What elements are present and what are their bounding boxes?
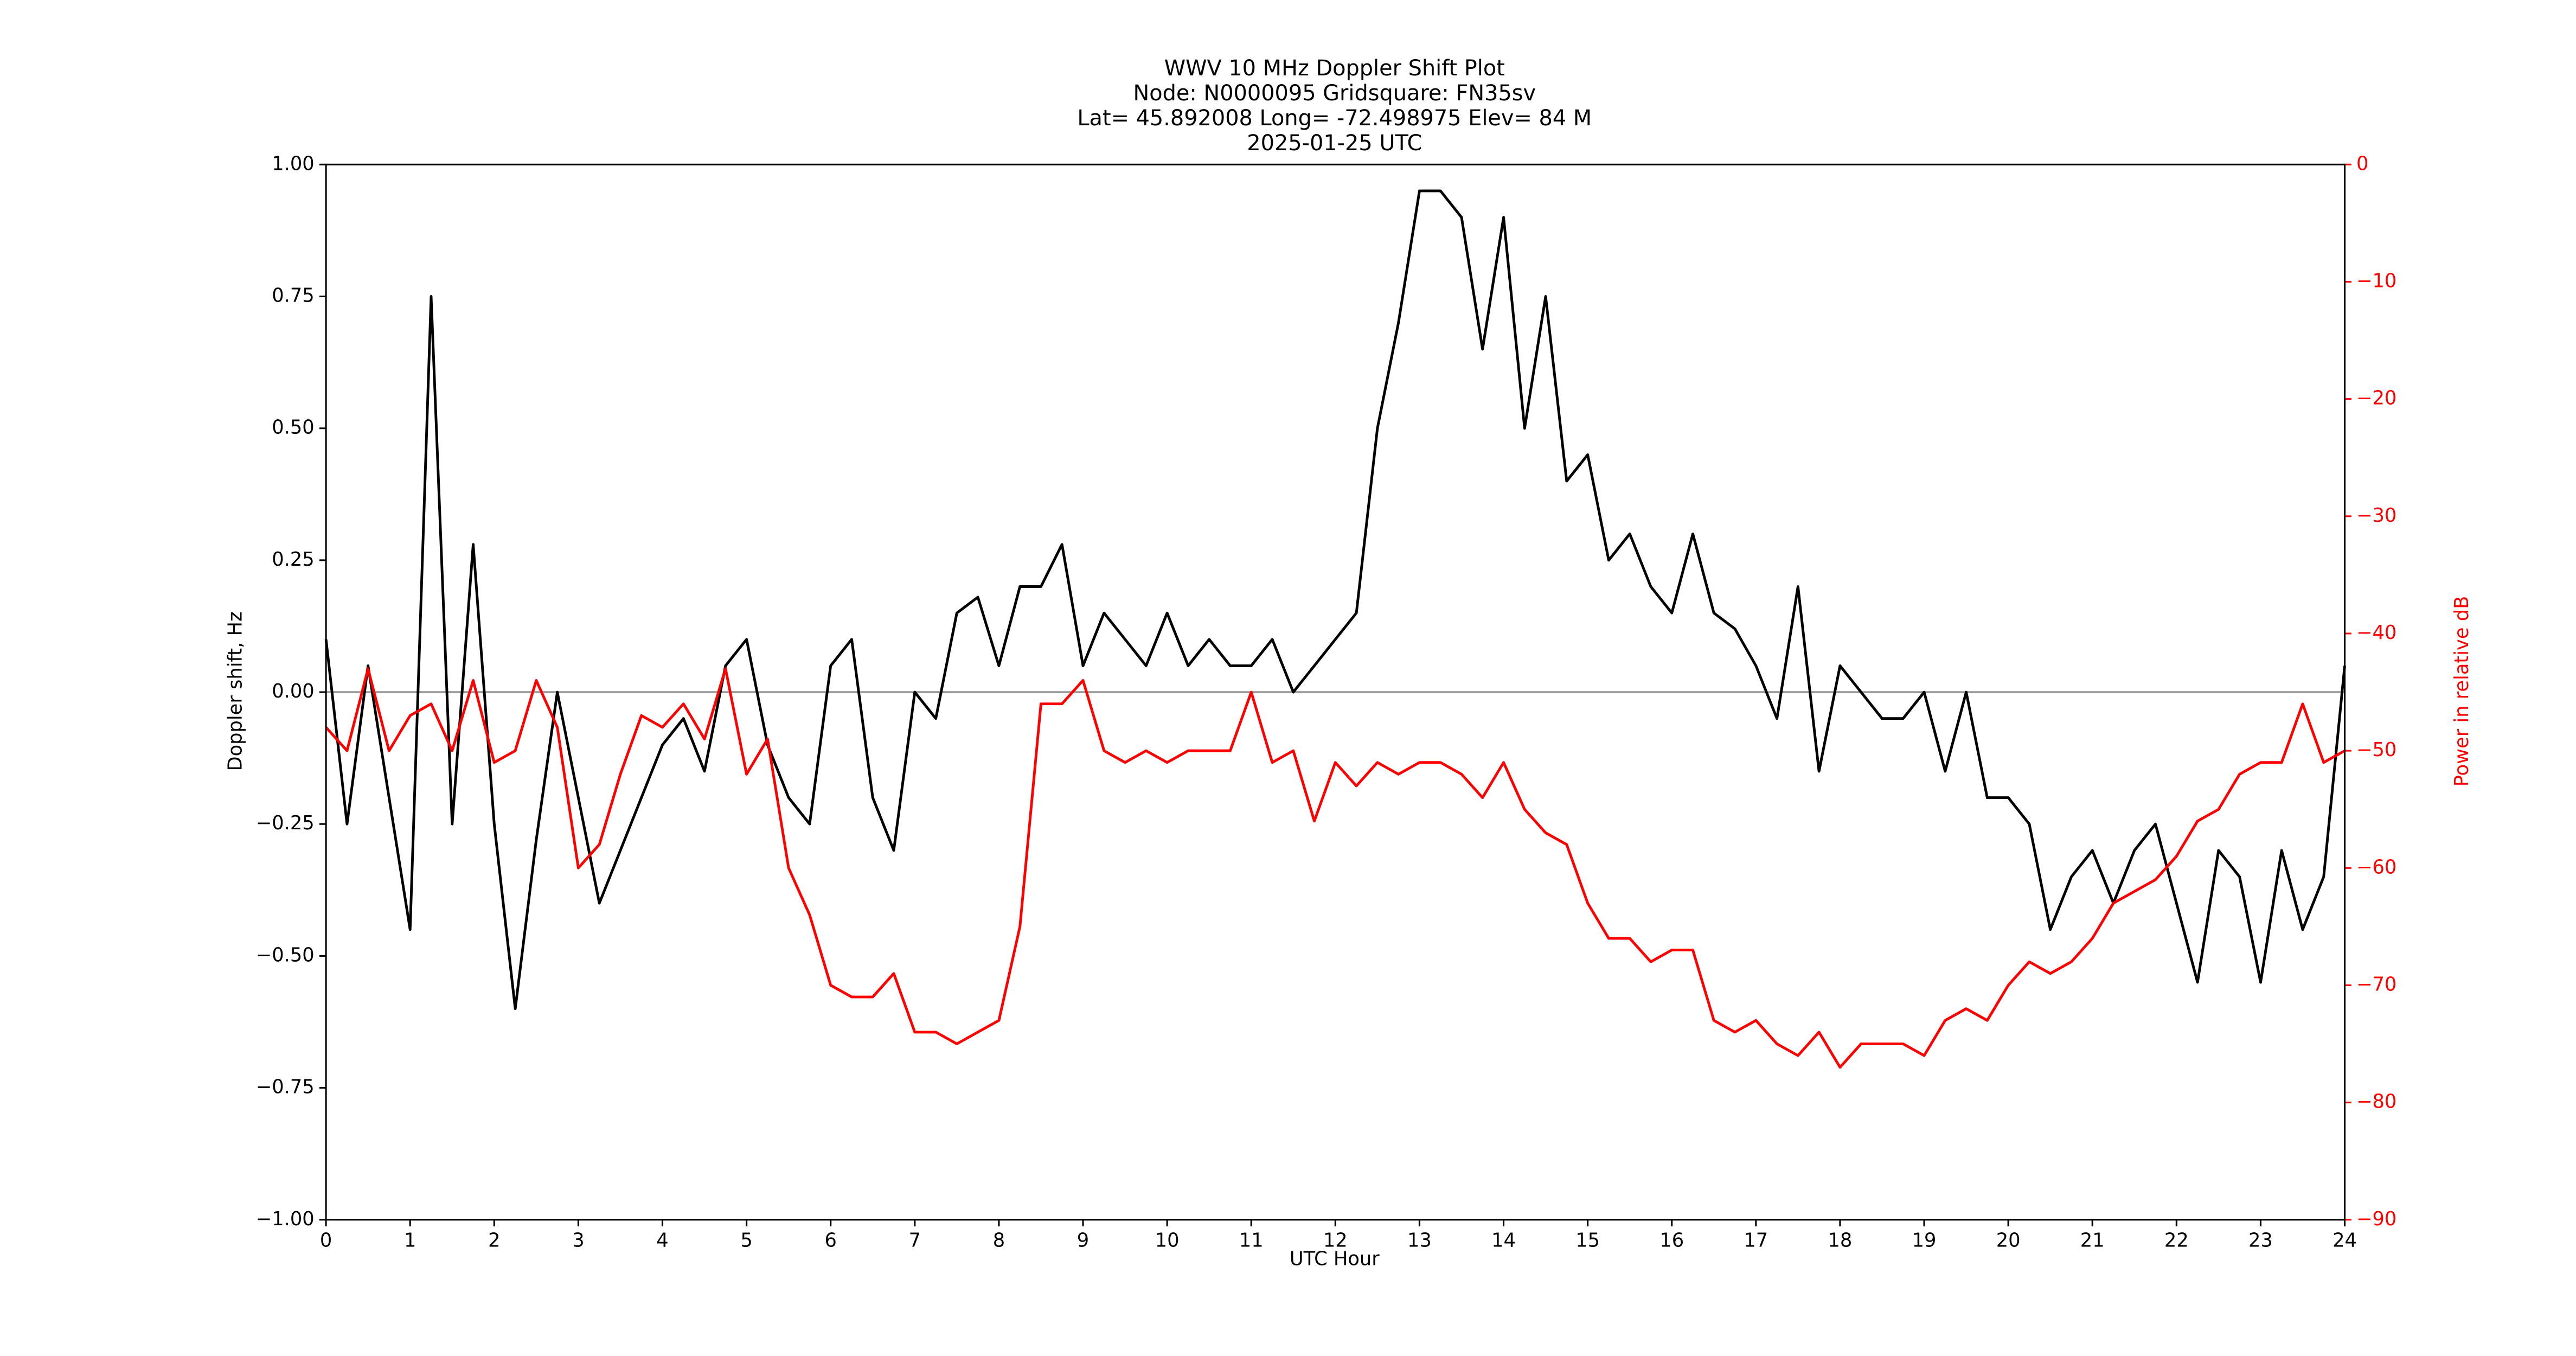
y2-tick-label: −50 <box>2356 739 2396 761</box>
y-tick-label: 0.50 <box>272 417 314 439</box>
x-tick-label: 7 <box>909 1230 921 1252</box>
chart-title: WWV 10 MHz Doppler Shift Plot <box>1164 56 1505 81</box>
x-tick-label: 9 <box>1077 1230 1089 1252</box>
x-tick-label: 17 <box>1744 1230 1768 1252</box>
chart-title: 2025-01-25 UTC <box>1247 131 1422 156</box>
y-tick-label: −0.50 <box>256 944 315 966</box>
y2-axis-label: Power in relative dB <box>2451 596 2473 787</box>
x-tick-label: 18 <box>1828 1230 1853 1252</box>
plot-frame <box>325 163 2346 1221</box>
x-tick-label: 0 <box>320 1230 332 1252</box>
y2-tick-label: −70 <box>2356 973 2396 995</box>
x-tick-label: 15 <box>1575 1230 1600 1252</box>
x-tick-label: 11 <box>1239 1230 1264 1252</box>
x-tick-label: 3 <box>572 1230 584 1252</box>
y2-tick-label: −20 <box>2356 387 2396 410</box>
y-tick-label: 0.25 <box>272 548 314 571</box>
y-tick-label: −0.25 <box>256 812 315 834</box>
chart-title: Lat= 45.892008 Long= -72.498975 Elev= 84… <box>1077 106 1592 131</box>
x-tick-label: 4 <box>656 1230 668 1252</box>
y-tick-label: 1.00 <box>272 152 314 175</box>
x-tick-label: 5 <box>740 1230 752 1252</box>
y-tick-label: 0.00 <box>272 680 314 702</box>
chart-title: Node: N0000095 Gridsquare: FN35sv <box>1133 81 1536 106</box>
y2-tick-label: −30 <box>2356 504 2396 527</box>
y2-tick-label: −40 <box>2356 622 2396 644</box>
y-tick-label: −0.75 <box>256 1076 315 1098</box>
x-tick-label: 12 <box>1323 1230 1348 1252</box>
x-tick-label: 8 <box>993 1230 1005 1252</box>
x-tick-label: 20 <box>1996 1230 2021 1252</box>
x-tick-label: 1 <box>404 1230 416 1252</box>
data-line <box>325 667 2346 1069</box>
x-tick-label: 19 <box>1912 1230 1937 1252</box>
y2-tick-label: 0 <box>2356 152 2368 175</box>
x-tick-label: 6 <box>824 1230 836 1252</box>
y2-tick-label: −80 <box>2356 1091 2396 1113</box>
y-tick-label: −1.00 <box>256 1208 315 1230</box>
y-axis-label: Doppler shift, Hz <box>225 612 247 771</box>
x-tick-label: 16 <box>1659 1230 1684 1252</box>
x-tick-label: 23 <box>2248 1230 2273 1252</box>
y2-tick-label: −90 <box>2356 1208 2396 1230</box>
x-axis-label: UTC Hour <box>1290 1248 1380 1270</box>
x-tick-label: 10 <box>1155 1230 1180 1252</box>
data-line <box>324 189 2346 1010</box>
x-tick-label: 22 <box>2164 1230 2189 1252</box>
x-tick-label: 21 <box>2080 1230 2105 1252</box>
x-tick-label: 13 <box>1407 1230 1432 1252</box>
y-tick-label: 0.75 <box>272 284 314 306</box>
y2-tick-label: −10 <box>2356 270 2396 292</box>
x-tick-label: 24 <box>2333 1230 2357 1252</box>
x-tick-label: 2 <box>488 1230 500 1252</box>
y2-tick-label: −60 <box>2356 856 2396 878</box>
x-tick-label: 14 <box>1491 1230 1516 1252</box>
